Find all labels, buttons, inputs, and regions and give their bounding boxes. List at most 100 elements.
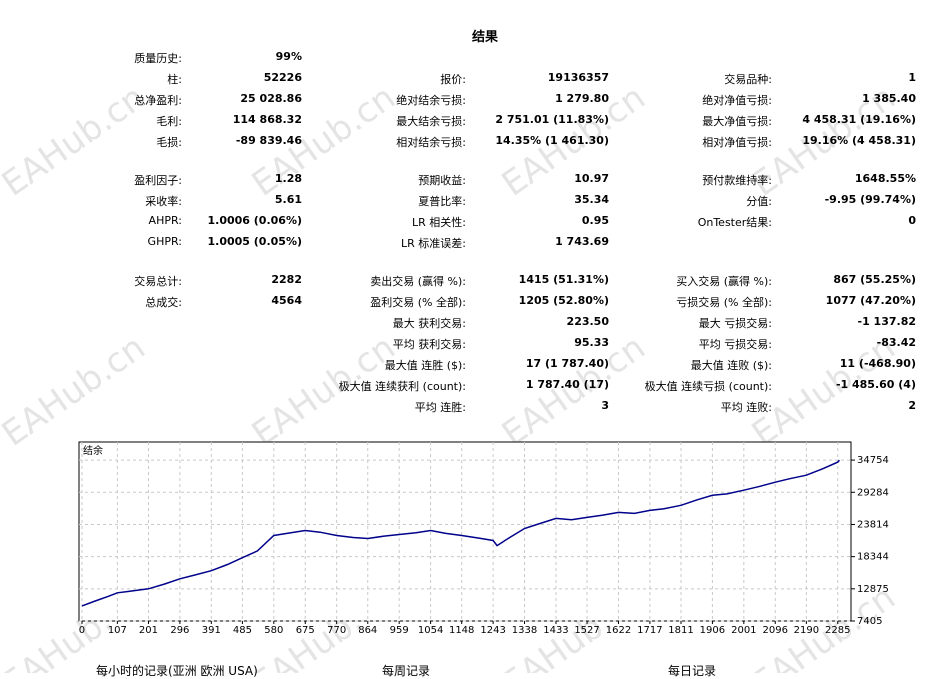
stat-value: 223.50	[566, 315, 609, 328]
x-tick-label: 1906	[700, 625, 725, 636]
stat-label: 报价:	[440, 73, 466, 86]
stat-label: 总净盈利:	[134, 94, 182, 107]
stat-label: 绝对净值亏损:	[702, 94, 772, 107]
stat-value: -83.42	[876, 336, 916, 349]
y-tick-label: 34754	[857, 455, 889, 466]
stat-label: 买入交易 (赢得 %):	[676, 275, 772, 288]
legend-label: 结余	[83, 444, 103, 457]
stat-value: 11 (-468.90)	[839, 357, 916, 370]
y-tick-label: 18344	[857, 552, 889, 563]
section-heading: 每日记录	[668, 664, 717, 678]
stat-value: -9.95 (99.74%)	[824, 193, 916, 206]
x-tick-label: 107	[108, 625, 127, 636]
stat-value: 3	[601, 399, 609, 412]
stat-label: 预付款维持率:	[702, 174, 772, 187]
stat-label: OnTester结果:	[697, 216, 772, 229]
stat-label: 极大值 连续亏损 (count):	[644, 380, 772, 393]
stat-label: 相对结余亏损:	[396, 136, 466, 149]
x-tick-label: 2096	[763, 625, 788, 636]
stat-label: 盈利因子:	[134, 174, 182, 187]
stat-value: 17 (1 787.40)	[525, 357, 609, 370]
y-tick-label: 23814	[857, 519, 889, 530]
stat-value: 4 458.31 (19.16%)	[802, 113, 916, 126]
stat-value: 95.33	[574, 336, 609, 349]
stat-label: 相对净值亏损:	[702, 136, 772, 149]
stat-value: 52226	[263, 71, 302, 84]
stat-value: 114 868.32	[232, 113, 302, 126]
stat-label: 亏损交易 (% 全部):	[676, 296, 772, 309]
x-tick-label: 2001	[731, 625, 756, 636]
stat-value: 25 028.86	[240, 92, 302, 105]
stat-label: 最大 获利交易:	[392, 317, 466, 330]
y-tick-label: 29284	[857, 487, 889, 498]
stat-value: 35.34	[574, 193, 609, 206]
stat-label: 最大值 连胜 ($):	[384, 359, 466, 372]
stat-label: GHPR:	[147, 235, 182, 248]
stat-value: 19136357	[547, 71, 609, 84]
stat-label: 盈利交易 (% 全部):	[370, 296, 466, 309]
stat-value: 2 751.01 (11.83%)	[495, 113, 609, 126]
x-tick-label: 864	[358, 625, 377, 636]
x-tick-label: 296	[170, 625, 189, 636]
stat-label: 夏普比率:	[418, 195, 466, 208]
x-tick-label: 1527	[574, 625, 599, 636]
x-tick-label: 1243	[480, 625, 505, 636]
stat-value: 0	[908, 214, 916, 227]
x-tick-label: 2190	[794, 625, 819, 636]
stat-value: 1 787.40 (17)	[525, 378, 609, 391]
stat-value: -89 839.46	[235, 134, 302, 147]
stat-label: 极大值 连续获利 (count):	[338, 380, 466, 393]
stat-value: 5.61	[274, 193, 302, 206]
stat-label: 绝对结余亏损:	[396, 94, 466, 107]
x-tick-label: 770	[327, 625, 346, 636]
stat-label: 总成交:	[145, 296, 182, 309]
stat-value: -1 485.60 (4)	[835, 378, 916, 391]
stat-label: 卖出交易 (赢得 %):	[370, 275, 466, 288]
stat-value: 1	[908, 71, 916, 84]
stat-value: 1 279.80	[555, 92, 609, 105]
stat-label: 采收率:	[145, 195, 182, 208]
x-tick-label: 0	[79, 625, 85, 636]
stat-label: LR 相关性:	[412, 216, 466, 229]
x-tick-label: 201	[139, 625, 158, 636]
x-tick-label: 675	[296, 625, 315, 636]
stat-value: 1 743.69	[555, 235, 609, 248]
stat-value: 1077 (47.20%)	[825, 294, 916, 307]
section-heading: 每小时的记录(亚洲 欧洲 USA)	[96, 664, 258, 678]
stat-label: 平均 获利交易:	[392, 338, 466, 351]
section-heading: 每周记录	[382, 664, 431, 678]
stat-label: 柱:	[167, 73, 182, 86]
plot-area	[78, 441, 852, 622]
stat-value: 1205 (52.80%)	[518, 294, 609, 307]
stat-label: 预期收益:	[418, 174, 466, 187]
stat-value: 4564	[271, 294, 302, 307]
stat-label: 平均 连胜:	[414, 401, 466, 414]
stat-value: 1 385.40	[862, 92, 916, 105]
x-tick-label: 1433	[543, 625, 568, 636]
x-tick-label: 391	[202, 625, 221, 636]
stat-label: 平均 连败:	[720, 401, 772, 414]
x-tick-label: 1622	[606, 625, 631, 636]
x-tick-label: 1717	[637, 625, 662, 636]
x-tick-label: 485	[233, 625, 252, 636]
stat-label: AHPR:	[148, 214, 182, 227]
stat-value: 1.0006 (0.06%)	[207, 214, 303, 227]
x-tick-label: 1811	[668, 625, 693, 636]
stat-value: 2	[908, 399, 916, 412]
stat-value: 1415 (51.31%)	[518, 273, 609, 286]
stat-label: 最大净值亏损:	[702, 115, 772, 128]
x-tick-label: 1148	[449, 625, 474, 636]
x-tick-label: 580	[264, 625, 283, 636]
stat-label: 交易总计:	[134, 275, 182, 288]
x-tick-label: 1338	[512, 625, 537, 636]
stat-value: 0.95	[581, 214, 609, 227]
y-tick-label: 7405	[857, 616, 882, 627]
x-tick-label: 2285	[825, 625, 850, 636]
stat-label: 质量历史:	[134, 52, 182, 65]
stat-label: 最大结余亏损:	[396, 115, 466, 128]
report-title: 结果	[471, 30, 498, 45]
stat-value: -1 137.82	[857, 315, 917, 328]
stat-value: 2282	[271, 273, 302, 286]
